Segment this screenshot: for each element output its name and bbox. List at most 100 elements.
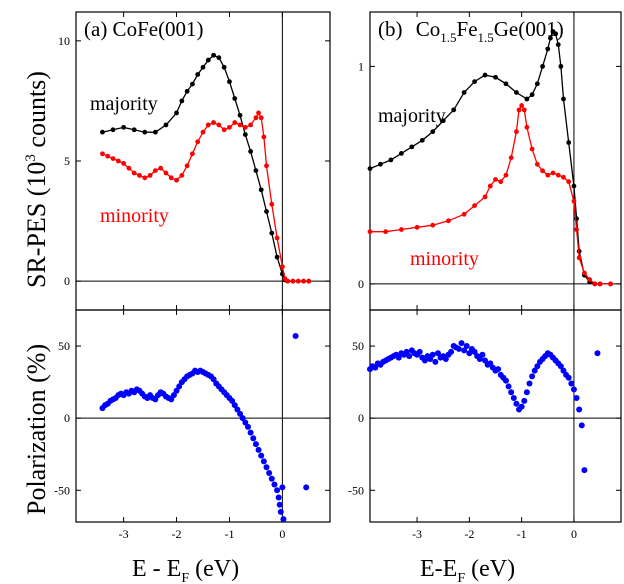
b-top-point: [529, 146, 535, 152]
a-top-point: [237, 112, 243, 118]
b-bottom-point: [395, 354, 402, 361]
a-bottom-point: [242, 419, 249, 426]
a-top-point: [190, 151, 195, 157]
b-bottom-point: [578, 422, 585, 429]
a-top-point: [216, 55, 222, 61]
a-bottom-point: [152, 396, 159, 403]
b-top-point: [493, 177, 498, 182]
b-top-point: [555, 172, 561, 178]
a-top-point: [179, 98, 185, 104]
a-bottom-point: [263, 464, 270, 471]
a-bottom-point: [260, 458, 267, 465]
a-bottom-point: [252, 441, 259, 448]
a-top-point: [269, 201, 275, 207]
b-bottom-point: [482, 357, 489, 364]
a-top-point: [131, 170, 137, 176]
b-bottom-point: [573, 394, 580, 401]
b-bottom-point: [479, 351, 486, 358]
a-top-point: [195, 139, 201, 145]
a-bottom-xtick-label: -2: [172, 527, 182, 541]
b-top-point: [519, 103, 525, 108]
a-bottom-point: [168, 396, 175, 403]
b-bottom-point: [427, 356, 434, 363]
b-bottom-point: [461, 347, 468, 354]
a-bottom-xtick-label: -3: [119, 527, 129, 541]
a-bottom-point: [173, 387, 180, 394]
panel-a-top-frame: [75, 11, 331, 311]
b-top-point: [550, 170, 556, 176]
a-bottom-point: [255, 446, 262, 453]
b-bottom-point: [406, 353, 413, 360]
a-top-point: [131, 127, 137, 133]
a-top-point: [179, 173, 185, 178]
b-bottom-point: [466, 350, 473, 357]
b-bottom-xtick-label: -2: [464, 527, 474, 541]
a-top-point: [211, 120, 216, 125]
b-bottom-point: [434, 350, 441, 357]
panel-b-title-ge: Ge(001): [494, 17, 564, 41]
b-top-point: [472, 79, 477, 85]
b-top-point: [553, 31, 559, 37]
a-top-point: [258, 115, 264, 121]
b-bottom-point: [529, 373, 536, 380]
ylabel-bottom: Polarization (%): [22, 344, 51, 515]
a-bottom-point: [239, 415, 246, 422]
b-top-point: [493, 74, 498, 80]
a-top-point: [295, 278, 301, 284]
b-top-point: [540, 63, 545, 69]
a-bottom-point: [244, 423, 251, 430]
a-top-ytick-label: 0: [64, 274, 70, 288]
a-top-point: [274, 254, 280, 260]
a-top-point: [232, 96, 238, 101]
b-top-ytick-label: 0: [358, 277, 364, 291]
xlabel-b-end: (eV): [465, 556, 515, 582]
b-bottom-point: [523, 389, 530, 396]
a-top-point: [142, 129, 148, 135]
b-top-point: [482, 194, 488, 200]
b-top-point: [414, 224, 420, 230]
b-top-point: [566, 179, 572, 185]
a-bottom-point: [210, 376, 217, 383]
b-bottom-point: [521, 397, 528, 404]
a-bottom-ytick-label: 0: [64, 411, 70, 425]
b-top-point: [498, 179, 504, 185]
b-top-point: [398, 150, 404, 156]
b-bottom-point: [432, 358, 439, 365]
a-bottom-point: [250, 435, 257, 442]
a-top-series-majority-line: [102, 54, 309, 282]
a-top-ytick-label: 5: [64, 154, 70, 168]
a-top-point: [126, 165, 132, 171]
a-bottom-point: [231, 402, 238, 409]
a-top-point: [115, 158, 121, 164]
b-top-point: [378, 161, 383, 167]
a-top-point: [253, 115, 259, 121]
xlabel-a-sub: F: [181, 571, 189, 584]
b-top-point: [561, 174, 566, 180]
b-top-point: [398, 227, 404, 232]
b-bottom-point: [487, 360, 494, 367]
label-b-majority: majority: [378, 105, 446, 127]
b-bottom-point: [505, 383, 512, 390]
xlabel-b-main: E-E: [420, 556, 457, 582]
b-top-point: [571, 183, 577, 189]
label-a-minority: minority: [100, 205, 169, 227]
a-top-point: [190, 81, 195, 87]
b-top-point: [576, 255, 582, 261]
a-top-point: [152, 168, 158, 174]
b-top-point: [514, 90, 519, 95]
panel-b-title-co: Co: [416, 17, 441, 41]
b-top-point: [472, 203, 477, 208]
b-top-point: [367, 229, 373, 235]
b-top-point: [451, 107, 457, 113]
a-top-point: [264, 209, 269, 214]
b-top-point: [461, 211, 467, 217]
a-top-point: [184, 88, 190, 94]
a-top-point: [248, 148, 254, 154]
a-top-point: [242, 132, 248, 137]
a-bottom-point: [268, 475, 275, 482]
a-bottom-point: [258, 452, 265, 459]
b-top-point: [534, 161, 540, 167]
b-top-point: [514, 129, 519, 135]
b-top-point: [566, 140, 572, 145]
